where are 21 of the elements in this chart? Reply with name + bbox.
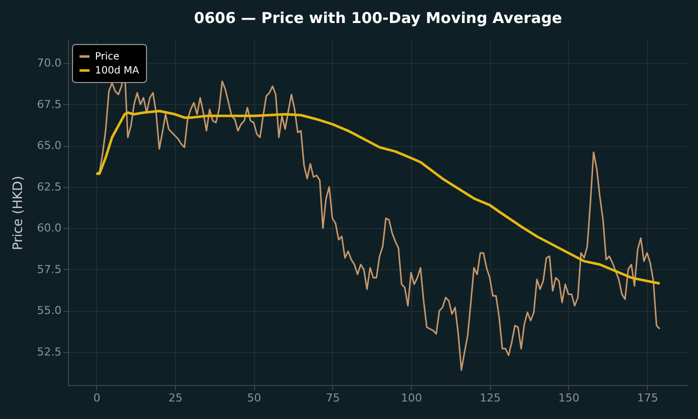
y-tick-label: 62.5 bbox=[37, 180, 62, 194]
y-tick-label: 65.0 bbox=[37, 139, 62, 152]
legend-label: 100d MA bbox=[95, 66, 140, 76]
x-tick-label: 25 bbox=[168, 392, 183, 404]
x-tick-label: 125 bbox=[480, 392, 501, 404]
y-tick-label: 55.0 bbox=[37, 304, 62, 318]
x-tick-label: 75 bbox=[326, 392, 340, 404]
y-tick-label: 67.5 bbox=[37, 98, 62, 111]
y-tick-label: 70.0 bbox=[37, 56, 62, 70]
y-tick-label: 52.5 bbox=[37, 345, 62, 358]
legend-label: Price bbox=[95, 52, 120, 62]
y-axis-title: Price (HKD) bbox=[11, 176, 26, 250]
x-tick-label: 175 bbox=[637, 392, 658, 404]
x-tick-label: 0 bbox=[93, 392, 100, 404]
x-tick-label: 150 bbox=[558, 392, 580, 404]
line-series bbox=[95, 110, 661, 285]
x-tick-label: 100 bbox=[401, 392, 422, 404]
chart-title: 0606 — Price with 100-Day Moving Average bbox=[194, 9, 562, 27]
x-tick-label: 50 bbox=[247, 392, 262, 404]
y-tick-label: 57.5 bbox=[37, 262, 62, 276]
y-tick-label: 60.0 bbox=[37, 222, 62, 235]
